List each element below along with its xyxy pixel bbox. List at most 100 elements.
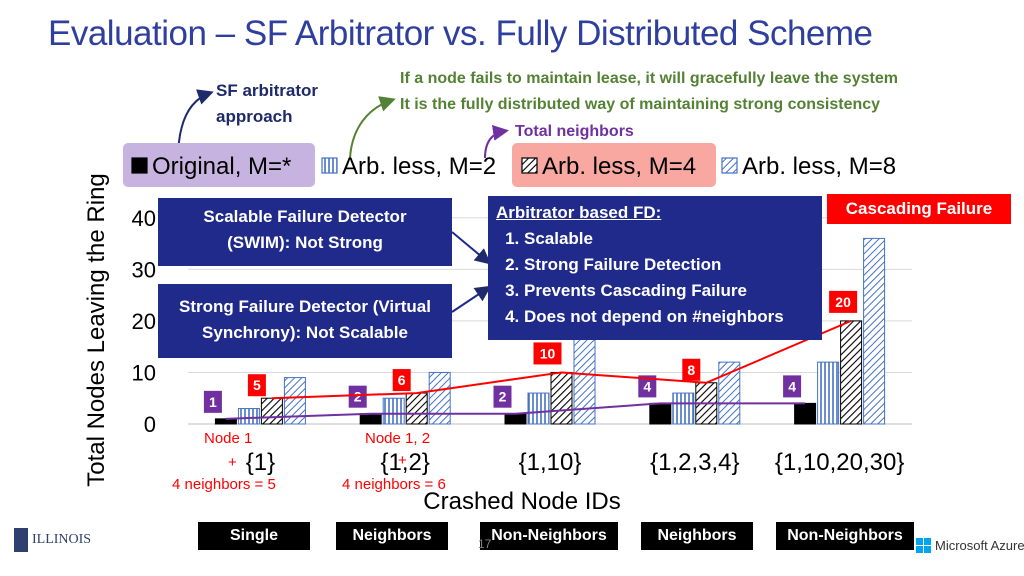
- legend-highlight-original: [123, 143, 315, 187]
- page-number: 17: [478, 537, 492, 551]
- page-title: Evaluation – SF Arbitrator vs. Fully Dis…: [48, 14, 873, 53]
- data-label: 4: [643, 378, 651, 394]
- arbitrator-item: Scalable: [524, 226, 814, 252]
- legend-swatch: [321, 157, 338, 174]
- data-label-box: [533, 342, 562, 365]
- illinois-wordmark: ILLINOIS: [32, 532, 92, 547]
- bar: [649, 402, 672, 425]
- data-label-box: [392, 369, 411, 392]
- bar: [550, 371, 573, 425]
- bar: [214, 418, 237, 425]
- data-label-box: [493, 385, 512, 408]
- illinois-logo: ILLINOIS: [14, 526, 106, 556]
- bar: [405, 392, 428, 425]
- total-neighbors-note: Total neighbors: [515, 123, 634, 140]
- swim-box: Scalable Failure Detector (SWIM): Not St…: [158, 198, 452, 266]
- sf-arbitrator-line2: approach: [216, 107, 293, 126]
- node1-note: Node 1: [204, 430, 253, 447]
- category-label: Neighbors: [641, 522, 753, 550]
- azure-wordmark: Microsoft Azure: [935, 538, 1024, 553]
- data-label: 5: [253, 377, 261, 393]
- bar: [359, 413, 382, 425]
- bar: [527, 392, 550, 425]
- windows-icon: [916, 538, 931, 553]
- y-tick-label: 20: [132, 309, 156, 334]
- neighbors6-note: 4 neighbors = 6: [342, 476, 446, 493]
- data-label: 20: [835, 294, 851, 310]
- lease-note: If a node fails to maintain lease, it wi…: [400, 70, 898, 87]
- data-label-box: [783, 375, 802, 398]
- virtual-synchrony-box: Strong Failure Detector (Virtual Synchro…: [158, 284, 452, 358]
- bar: [672, 392, 695, 425]
- legend-label: Original, M=*: [152, 153, 291, 180]
- category-label: Single: [198, 522, 310, 550]
- data-label: 2: [499, 389, 507, 405]
- arbitrator-fd-box: Arbitrator based FD: Scalable Strong Fai…: [488, 196, 822, 340]
- data-label-box: [638, 375, 657, 398]
- data-label: 6: [398, 372, 406, 388]
- bar: [794, 402, 817, 425]
- vs-arrow: [451, 285, 492, 313]
- data-label-box: [247, 374, 266, 397]
- x-tick-label: {1,10}: [519, 449, 582, 476]
- sf-arbitrator-note: SF arbitrator approach: [216, 78, 318, 130]
- bar: [382, 397, 405, 425]
- illinois-mark-icon: [14, 528, 28, 552]
- bar: [260, 397, 283, 425]
- y-tick-label: 40: [132, 206, 156, 231]
- cascading-failure-label: Cascading Failure: [827, 194, 1011, 224]
- legend-swatch: [721, 157, 738, 174]
- bar: [237, 408, 260, 425]
- arbitrator-item: Does not depend on #neighbors: [524, 304, 814, 330]
- arbitrator-heading: Arbitrator based FD:: [496, 203, 662, 222]
- bar: [573, 335, 596, 425]
- data-label: 10: [540, 345, 556, 361]
- series-line: [271, 319, 852, 400]
- legend-label: Arb. less, M=4: [542, 153, 696, 180]
- legend-swatch: [521, 157, 538, 174]
- data-label-box: [682, 358, 701, 381]
- bar: [504, 413, 527, 425]
- y-tick-label: 0: [144, 412, 156, 437]
- bar: [283, 377, 306, 425]
- x-tick-label: {1}: [246, 449, 275, 476]
- consistency-note: It is the fully distributed way of maint…: [400, 96, 881, 113]
- consistency-arrow: [349, 96, 396, 159]
- bar: [840, 320, 863, 425]
- vs-line2: Synchrony): Not Scalable: [202, 323, 408, 342]
- neighbors5-note: 4 neighbors = 5: [172, 476, 276, 493]
- x-tick-label: {1,2}: [380, 449, 429, 476]
- plus2-note: +: [398, 452, 407, 469]
- arbitrator-item: Prevents Cascading Failure: [524, 278, 814, 304]
- x-axis-label: Crashed Node IDs: [423, 488, 620, 515]
- data-label-box: [203, 390, 222, 413]
- legend-label: Arb. less, M=2: [342, 153, 496, 180]
- data-label-box: [348, 385, 367, 408]
- category-label: Neighbors: [336, 522, 448, 550]
- y-tick-label: 30: [132, 257, 156, 282]
- data-label: 1: [209, 394, 217, 410]
- y-tick-label: 10: [132, 360, 156, 385]
- azure-logo: Microsoft Azure: [916, 537, 1024, 555]
- bar: [863, 237, 886, 425]
- data-label-box: [829, 290, 858, 313]
- sf-arbitrator-line1: SF arbitrator: [216, 81, 319, 100]
- y-axis-label: Total Nodes Leaving the Ring: [83, 173, 110, 487]
- category-label: Non-Neighbors: [480, 522, 618, 550]
- bar: [428, 371, 451, 425]
- x-tick-label: {1,2,3,4}: [650, 449, 739, 476]
- neighbors-arrow: [484, 124, 509, 159]
- data-label: 8: [687, 362, 695, 378]
- data-label: 2: [354, 389, 362, 405]
- category-label: Non-Neighbors: [776, 522, 914, 550]
- x-tick-label: {1,10,20,30}: [775, 449, 904, 476]
- arbitrator-item: Strong Failure Detection: [524, 252, 814, 278]
- swim-line1: Scalable Failure Detector: [203, 207, 407, 226]
- node12-note: Node 1, 2: [365, 430, 431, 447]
- data-label: 4: [788, 378, 796, 394]
- bar: [817, 361, 840, 425]
- bar: [718, 361, 741, 425]
- series-line: [225, 402, 806, 420]
- swim-arrow: [451, 231, 492, 265]
